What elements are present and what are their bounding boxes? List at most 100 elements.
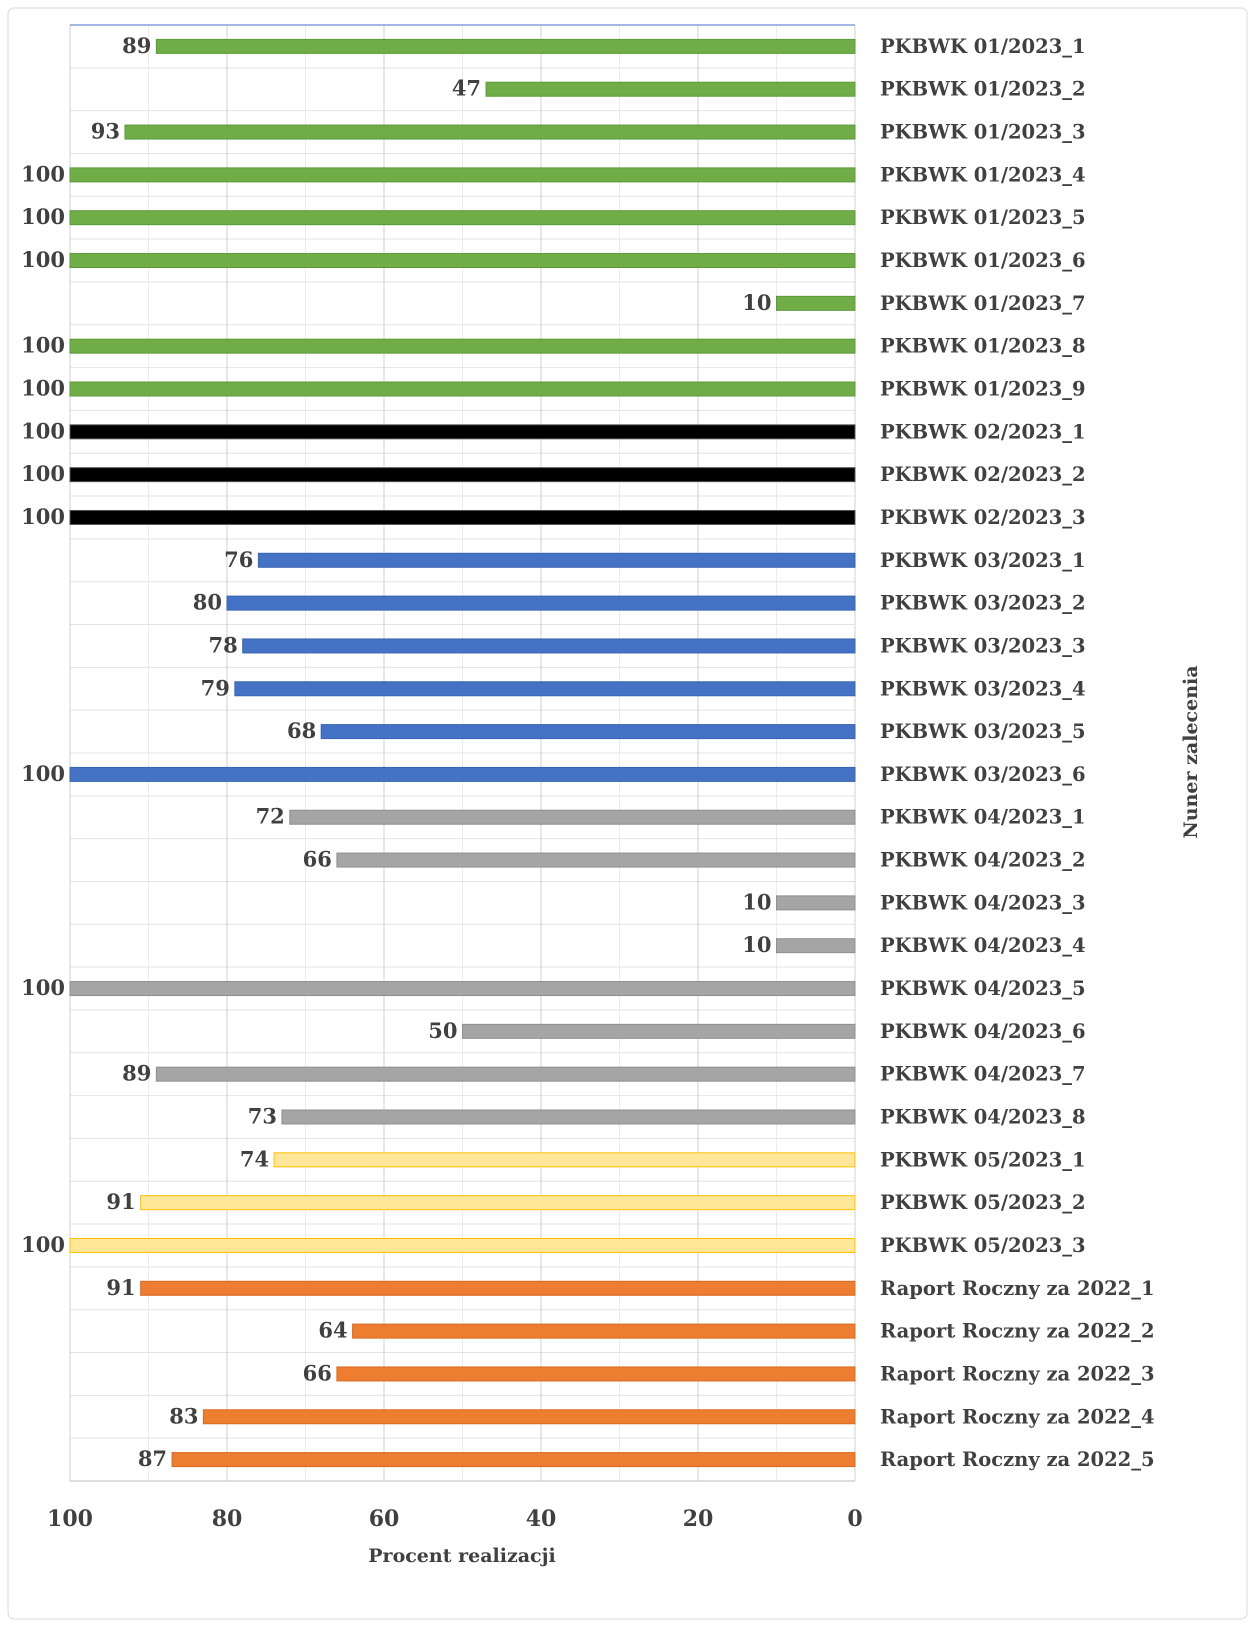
data-label: 76 [224,547,253,572]
y-tick-label: PKBWK 01/2023_3 [880,121,1086,144]
data-label: 100 [21,975,65,1000]
y-tick-label: Raport Roczny za 2022_5 [880,1448,1155,1471]
y-tick-label: PKBWK 03/2023_5 [880,720,1086,743]
y-tick-label: PKBWK 04/2023_1 [880,806,1086,829]
bar [776,938,856,954]
y-tick-label: PKBWK 05/2023_3 [880,1234,1086,1257]
bar [69,210,856,226]
y-tick-label: PKBWK 04/2023_6 [880,1020,1086,1043]
bar [69,338,856,354]
bar [289,809,856,825]
data-label: 50 [428,1018,457,1043]
bar [69,467,856,483]
bar [226,595,856,611]
bar [140,1195,856,1211]
data-label: 78 [208,632,237,657]
y-tick-label: PKBWK 02/2023_1 [880,420,1086,443]
y-tick-label: PKBWK 04/2023_3 [880,891,1086,914]
y-tick-label: PKBWK 05/2023_2 [880,1191,1086,1214]
x-tick-label: 0 [847,1506,862,1532]
data-label: 74 [240,1146,269,1171]
bar [155,38,856,54]
bar [69,381,856,397]
bar [69,167,856,183]
bar [155,1066,856,1082]
y-tick-label: PKBWK 01/2023_9 [880,378,1086,401]
data-label: 93 [91,119,120,144]
data-label: 87 [138,1446,167,1471]
y-tick-label: PKBWK 03/2023_2 [880,592,1086,615]
y-tick-label: Raport Roczny za 2022_2 [880,1320,1155,1343]
bar [485,81,856,97]
y-tick-label: PKBWK 04/2023_2 [880,849,1086,872]
y-axis-title: Nuner zalecenia [1180,665,1202,838]
bar [776,895,856,911]
y-tick-label: PKBWK 01/2023_5 [880,206,1086,229]
bar [69,1237,856,1253]
y-tick-label: Raport Roczny za 2022_1 [880,1277,1155,1300]
data-label: 83 [169,1403,198,1428]
data-label: 10 [742,889,771,914]
y-tick-label: Raport Roczny za 2022_4 [880,1405,1155,1428]
data-label: 91 [106,1189,135,1214]
y-tick-label: PKBWK 03/2023_4 [880,677,1086,700]
y-tick-label: PKBWK 01/2023_7 [880,292,1086,315]
y-tick-label: PKBWK 02/2023_3 [880,506,1086,529]
bar [776,295,856,311]
data-label: 100 [21,247,65,272]
data-label: 64 [318,1318,347,1343]
y-tick-label: PKBWK 03/2023_3 [880,634,1086,657]
data-label: 100 [21,333,65,358]
bar [336,852,856,868]
bar [69,981,856,997]
data-label: 91 [106,1275,135,1300]
data-label: 79 [201,675,230,700]
data-label: 100 [21,761,65,786]
x-tick-label: 100 [47,1506,93,1532]
data-label: 100 [21,1232,65,1257]
bar [124,124,856,140]
data-label: 80 [193,590,222,615]
bar [69,766,856,782]
bar [69,509,856,525]
data-label: 89 [122,33,151,58]
data-label: 47 [452,76,481,101]
bar [242,638,856,654]
x-tick-label: 80 [212,1506,243,1532]
data-label: 10 [742,290,771,315]
bar [462,1023,856,1039]
data-label: 73 [248,1104,277,1129]
bar [69,424,856,440]
bar [171,1452,856,1468]
data-label: 100 [21,461,65,486]
bar [257,552,856,568]
bar [273,1152,856,1168]
data-label: 89 [122,1061,151,1086]
y-tick-label: PKBWK 01/2023_2 [880,78,1086,101]
y-tick-label: PKBWK 02/2023_2 [880,463,1086,486]
data-label: 68 [287,718,316,743]
data-label: 10 [742,932,771,957]
bar [69,253,856,269]
x-tick-label: 60 [369,1506,400,1532]
y-tick-label: PKBWK 04/2023_8 [880,1106,1086,1129]
x-tick-label: 20 [683,1506,714,1532]
data-label: 100 [21,376,65,401]
data-label: 100 [21,504,65,529]
bar [352,1323,856,1339]
data-label: 100 [21,161,65,186]
y-tick-label: PKBWK 05/2023_1 [880,1148,1086,1171]
data-label: 100 [21,204,65,229]
y-tick-label: PKBWK 04/2023_4 [880,934,1086,957]
y-tick-label: PKBWK 04/2023_7 [880,1063,1086,1086]
bar [336,1366,856,1382]
y-tick-label: Raport Roczny za 2022_3 [880,1362,1155,1385]
bar [140,1280,856,1296]
x-axis-title: Procent realizacji [368,1545,555,1567]
y-tick-label: PKBWK 01/2023_1 [880,35,1086,58]
data-label: 66 [303,1360,332,1385]
data-label: 66 [303,847,332,872]
bar [202,1409,856,1425]
y-tick-label: PKBWK 03/2023_6 [880,763,1086,786]
